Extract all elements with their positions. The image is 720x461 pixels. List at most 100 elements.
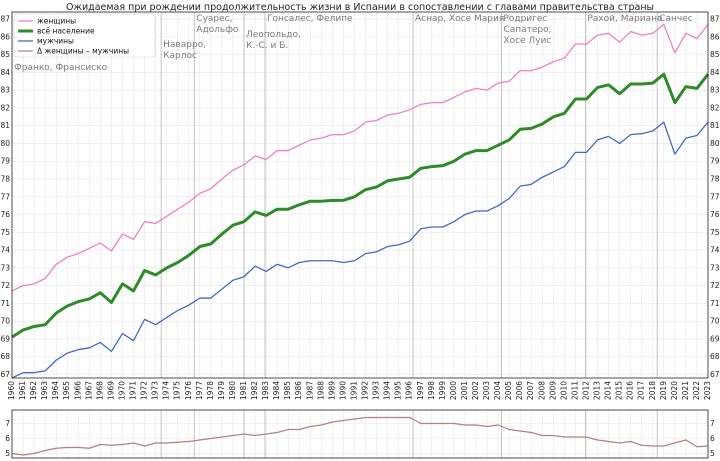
x-tick-label: 1997 bbox=[416, 381, 425, 400]
x-tick-label: 1973 bbox=[151, 381, 160, 400]
y-tick-label-right: 73 bbox=[710, 263, 720, 272]
diff-y-tick-label-right: 5 bbox=[710, 449, 715, 458]
y-tick-label-left: 86 bbox=[0, 32, 10, 41]
y-tick-label-left: 78 bbox=[0, 175, 10, 184]
main-plot-frame bbox=[11, 11, 709, 379]
y-tick-label-left: 75 bbox=[0, 228, 10, 237]
x-tick-label: 1992 bbox=[361, 381, 370, 400]
x-tick-label: 1984 bbox=[272, 381, 281, 400]
series-line bbox=[11, 23, 709, 292]
leader-label: Леопольдо, К.-С. и Б. bbox=[246, 30, 301, 51]
difference-line bbox=[11, 416, 709, 456]
x-tick-label: 2006 bbox=[515, 381, 524, 400]
x-tick-label: 2003 bbox=[482, 381, 491, 400]
leader-label-line: Аснар, Хосе Мария bbox=[415, 14, 504, 24]
y-tick-label-left: 68 bbox=[0, 352, 10, 361]
leader-label-line: Рахой, Мариано bbox=[587, 14, 663, 24]
x-tick-label: 2000 bbox=[449, 381, 458, 400]
x-tick-label: 1972 bbox=[140, 381, 149, 400]
chart-title: Ожидаемая при рождении продолжительность… bbox=[66, 2, 654, 13]
x-tick-label: 1979 bbox=[217, 381, 226, 400]
diff-y-tick-label-right: 7 bbox=[710, 419, 715, 428]
y-tick-label-left: 74 bbox=[0, 246, 10, 255]
x-tick-label: 2018 bbox=[648, 381, 657, 400]
y-tick-label-right: 76 bbox=[710, 210, 720, 219]
leader-label-line: Наварро, bbox=[163, 40, 206, 50]
x-tick-label: 1963 bbox=[40, 381, 49, 400]
x-tick-label: 2019 bbox=[659, 381, 668, 400]
y-tick-label-right: 77 bbox=[710, 192, 720, 201]
legend-label: женщины bbox=[37, 17, 76, 26]
x-tick-label: 1996 bbox=[405, 381, 414, 400]
x-tick-label: 2016 bbox=[626, 381, 635, 400]
legend-label: мужчины bbox=[37, 37, 74, 46]
leader-label: Родригес Сапатеро, Хосе Луис bbox=[503, 14, 551, 46]
x-tick-label: 1983 bbox=[261, 381, 270, 400]
x-tick-label: 2014 bbox=[604, 381, 613, 400]
leader-label: Суарес, Адольфо bbox=[196, 14, 239, 35]
leader-label-line: Хосе Луис bbox=[503, 36, 551, 46]
x-tick-label: 1978 bbox=[206, 381, 215, 400]
x-tick-label: 1975 bbox=[173, 381, 182, 400]
y-tick-label-left: 87 bbox=[0, 15, 10, 24]
x-tick-label: 1993 bbox=[372, 381, 381, 400]
y-tick-label-left: 80 bbox=[0, 139, 10, 148]
leader-rulers bbox=[160, 12, 658, 458]
y-tick-label-left: 73 bbox=[0, 263, 10, 272]
y-tick-label-left: 72 bbox=[0, 281, 10, 290]
x-tick-label: 1960 bbox=[7, 381, 16, 400]
leader-labels: Франко, Франсиско Наварро, Карлос Суарес, Ад… bbox=[14, 14, 693, 73]
x-tick-label: 1980 bbox=[228, 381, 237, 400]
x-tick-label: 2015 bbox=[615, 381, 624, 400]
x-tick-label: 2013 bbox=[593, 381, 602, 400]
x-tick-label: 1968 bbox=[95, 381, 104, 400]
y-tick-label-right: 71 bbox=[710, 299, 720, 308]
x-tick-label: 1990 bbox=[338, 381, 347, 400]
y-tick-label-left: 85 bbox=[0, 50, 10, 59]
x-tick-label: 2017 bbox=[637, 381, 646, 400]
x-tick-label: 1964 bbox=[51, 381, 60, 400]
y-tick-label-right: 85 bbox=[710, 50, 720, 59]
x-tick-label: 1987 bbox=[305, 381, 314, 400]
x-tick-label: 1974 bbox=[162, 381, 171, 400]
leader-label: Наварро, Карлос bbox=[163, 40, 206, 61]
y-tick-label-left: 69 bbox=[0, 334, 10, 343]
y-tick-label-right: 74 bbox=[710, 246, 720, 255]
x-tick-label: 1967 bbox=[84, 381, 93, 400]
x-tick-label: 2001 bbox=[460, 381, 469, 400]
x-tick-label: 2010 bbox=[559, 381, 568, 400]
main-series bbox=[11, 23, 710, 379]
diff-y-tick-label-right: 6 bbox=[710, 434, 715, 443]
difference-plot-frame bbox=[11, 409, 709, 459]
x-tick-label: 2011 bbox=[570, 381, 579, 400]
leader-label: Санчес bbox=[659, 14, 693, 24]
y-tick-label-right: 81 bbox=[710, 121, 720, 130]
x-tick-label: 1961 bbox=[18, 381, 27, 400]
y-tick-label-left: 77 bbox=[0, 192, 10, 201]
y-tick-label-right: 82 bbox=[710, 103, 720, 112]
x-tick-labels: 1960 1961 1962 1963 1964 1965 1966 1967 1968 1969… bbox=[7, 381, 712, 400]
leader-label-line: Гонсалес, Фелипе bbox=[267, 14, 353, 24]
x-tick-label: 1998 bbox=[427, 381, 436, 400]
x-tick-label: 1962 bbox=[29, 381, 38, 400]
y-tick-label-right: 80 bbox=[710, 139, 720, 148]
x-tick-label: 1989 bbox=[327, 381, 336, 400]
x-tick-label: 1982 bbox=[250, 381, 259, 400]
y-tick-label-left: 76 bbox=[0, 210, 10, 219]
leader-label-line: Сапатеро, bbox=[503, 25, 551, 35]
y-tick-label-right: 79 bbox=[710, 157, 720, 166]
y-tick-label-right: 87 bbox=[710, 15, 720, 24]
x-tick-label: 1994 bbox=[383, 381, 392, 400]
y-tick-label-right: 68 bbox=[710, 352, 720, 361]
y-tick-label-right: 75 bbox=[710, 228, 720, 237]
leader-label-line: Родригес bbox=[503, 14, 547, 24]
x-tick-label: 2002 bbox=[471, 381, 480, 400]
x-tick-label: 2023 bbox=[703, 381, 712, 400]
diff-y-tick-label-left: 7 bbox=[5, 419, 10, 428]
main-grid bbox=[11, 12, 709, 378]
x-tick-label: 2007 bbox=[526, 381, 535, 400]
y-tick-label-left: 71 bbox=[0, 299, 10, 308]
x-tick-label: 2022 bbox=[692, 381, 701, 400]
